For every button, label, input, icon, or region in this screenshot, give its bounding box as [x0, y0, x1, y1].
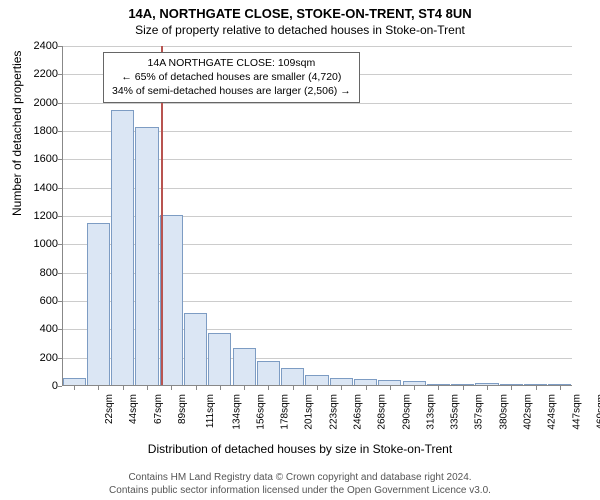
x-tick-label: 290sqm — [401, 394, 412, 430]
x-tick-label: 44sqm — [128, 394, 139, 424]
page-subtitle: Size of property relative to detached ho… — [0, 21, 600, 37]
x-tick-mark — [196, 386, 197, 390]
x-tick-mark — [536, 386, 537, 390]
x-tick-mark — [366, 386, 367, 390]
y-tick-label: 1000 — [18, 238, 58, 250]
y-tick-mark — [58, 159, 62, 160]
x-tick-label: 111sqm — [205, 394, 216, 428]
footer-line2: Contains public sector information licen… — [0, 484, 600, 497]
x-tick-mark — [74, 386, 75, 390]
x-tick-mark — [511, 386, 512, 390]
y-tick-mark — [58, 46, 62, 47]
histogram-bar — [257, 361, 280, 386]
x-tick-label: 223sqm — [328, 394, 339, 430]
footer-line1: Contains HM Land Registry data © Crown c… — [0, 471, 600, 484]
histogram-bar — [184, 313, 207, 386]
y-tick-label: 400 — [18, 323, 58, 335]
x-tick-label: 156sqm — [255, 394, 266, 430]
x-tick-label: 335sqm — [450, 394, 461, 430]
y-tick-label: 1800 — [18, 125, 58, 137]
histogram-bar — [111, 110, 134, 386]
x-tick-mark — [244, 386, 245, 390]
y-tick-label: 0 — [18, 380, 58, 392]
x-tick-mark — [487, 386, 488, 390]
x-tick-label: 447sqm — [571, 394, 582, 430]
x-tick-mark — [268, 386, 269, 390]
x-tick-label: 469sqm — [595, 394, 600, 430]
histogram-bar — [233, 348, 256, 386]
y-tick-mark — [58, 273, 62, 274]
info-box: 14A NORTHGATE CLOSE: 109sqm ← 65% of det… — [103, 52, 360, 103]
y-tick-mark — [58, 244, 62, 245]
y-axis-line — [62, 46, 63, 386]
x-tick-mark — [293, 386, 294, 390]
gridline — [62, 103, 572, 104]
x-tick-mark — [341, 386, 342, 390]
x-tick-mark — [390, 386, 391, 390]
infobox-line1: 14A NORTHGATE CLOSE: 109sqm — [112, 56, 351, 70]
y-tick-mark — [58, 301, 62, 302]
x-tick-label: 380sqm — [498, 394, 509, 430]
y-tick-label: 1600 — [18, 153, 58, 165]
x-tick-mark — [414, 386, 415, 390]
y-tick-mark — [58, 188, 62, 189]
x-tick-label: 402sqm — [523, 394, 534, 430]
y-tick-label: 1400 — [18, 182, 58, 194]
histogram-bar — [87, 223, 110, 386]
x-tick-mark — [98, 386, 99, 390]
x-tick-label: 201sqm — [304, 394, 315, 430]
y-tick-label: 2000 — [18, 97, 58, 109]
page-title: 14A, NORTHGATE CLOSE, STOKE-ON-TRENT, ST… — [0, 0, 600, 21]
infobox-line2: ← 65% of detached houses are smaller (4,… — [112, 70, 351, 84]
y-tick-label: 2200 — [18, 68, 58, 80]
y-tick-mark — [58, 74, 62, 75]
x-tick-label: 268sqm — [377, 394, 388, 430]
y-tick-mark — [58, 358, 62, 359]
y-tick-label: 2400 — [18, 40, 58, 52]
y-tick-label: 600 — [18, 295, 58, 307]
infobox-line3: 34% of semi-detached houses are larger (… — [112, 84, 351, 98]
x-tick-mark — [438, 386, 439, 390]
x-tick-mark — [317, 386, 318, 390]
x-tick-mark — [560, 386, 561, 390]
x-tick-label: 178sqm — [280, 394, 291, 430]
x-tick-mark — [220, 386, 221, 390]
y-tick-label: 200 — [18, 352, 58, 364]
y-tick-mark — [58, 131, 62, 132]
x-tick-label: 313sqm — [425, 394, 436, 430]
histogram-bar — [135, 127, 158, 386]
histogram-bar — [281, 368, 304, 386]
y-tick-label: 1200 — [18, 210, 58, 222]
y-tick-label: 800 — [18, 267, 58, 279]
x-axis-label: Distribution of detached houses by size … — [0, 442, 600, 456]
x-tick-mark — [123, 386, 124, 390]
footer: Contains HM Land Registry data © Crown c… — [0, 471, 600, 497]
x-tick-label: 424sqm — [547, 394, 558, 430]
x-tick-mark — [147, 386, 148, 390]
x-tick-label: 357sqm — [474, 394, 485, 430]
x-tick-label: 134sqm — [231, 394, 242, 430]
x-tick-label: 22sqm — [104, 394, 115, 424]
gridline — [62, 46, 572, 47]
y-tick-mark — [58, 216, 62, 217]
y-tick-mark — [58, 329, 62, 330]
histogram-bar — [208, 333, 231, 386]
x-tick-mark — [463, 386, 464, 390]
x-tick-label: 246sqm — [353, 394, 364, 430]
x-tick-mark — [171, 386, 172, 390]
y-tick-mark — [58, 386, 62, 387]
x-tick-label: 67sqm — [153, 394, 164, 424]
x-tick-label: 89sqm — [177, 394, 188, 424]
y-tick-mark — [58, 103, 62, 104]
